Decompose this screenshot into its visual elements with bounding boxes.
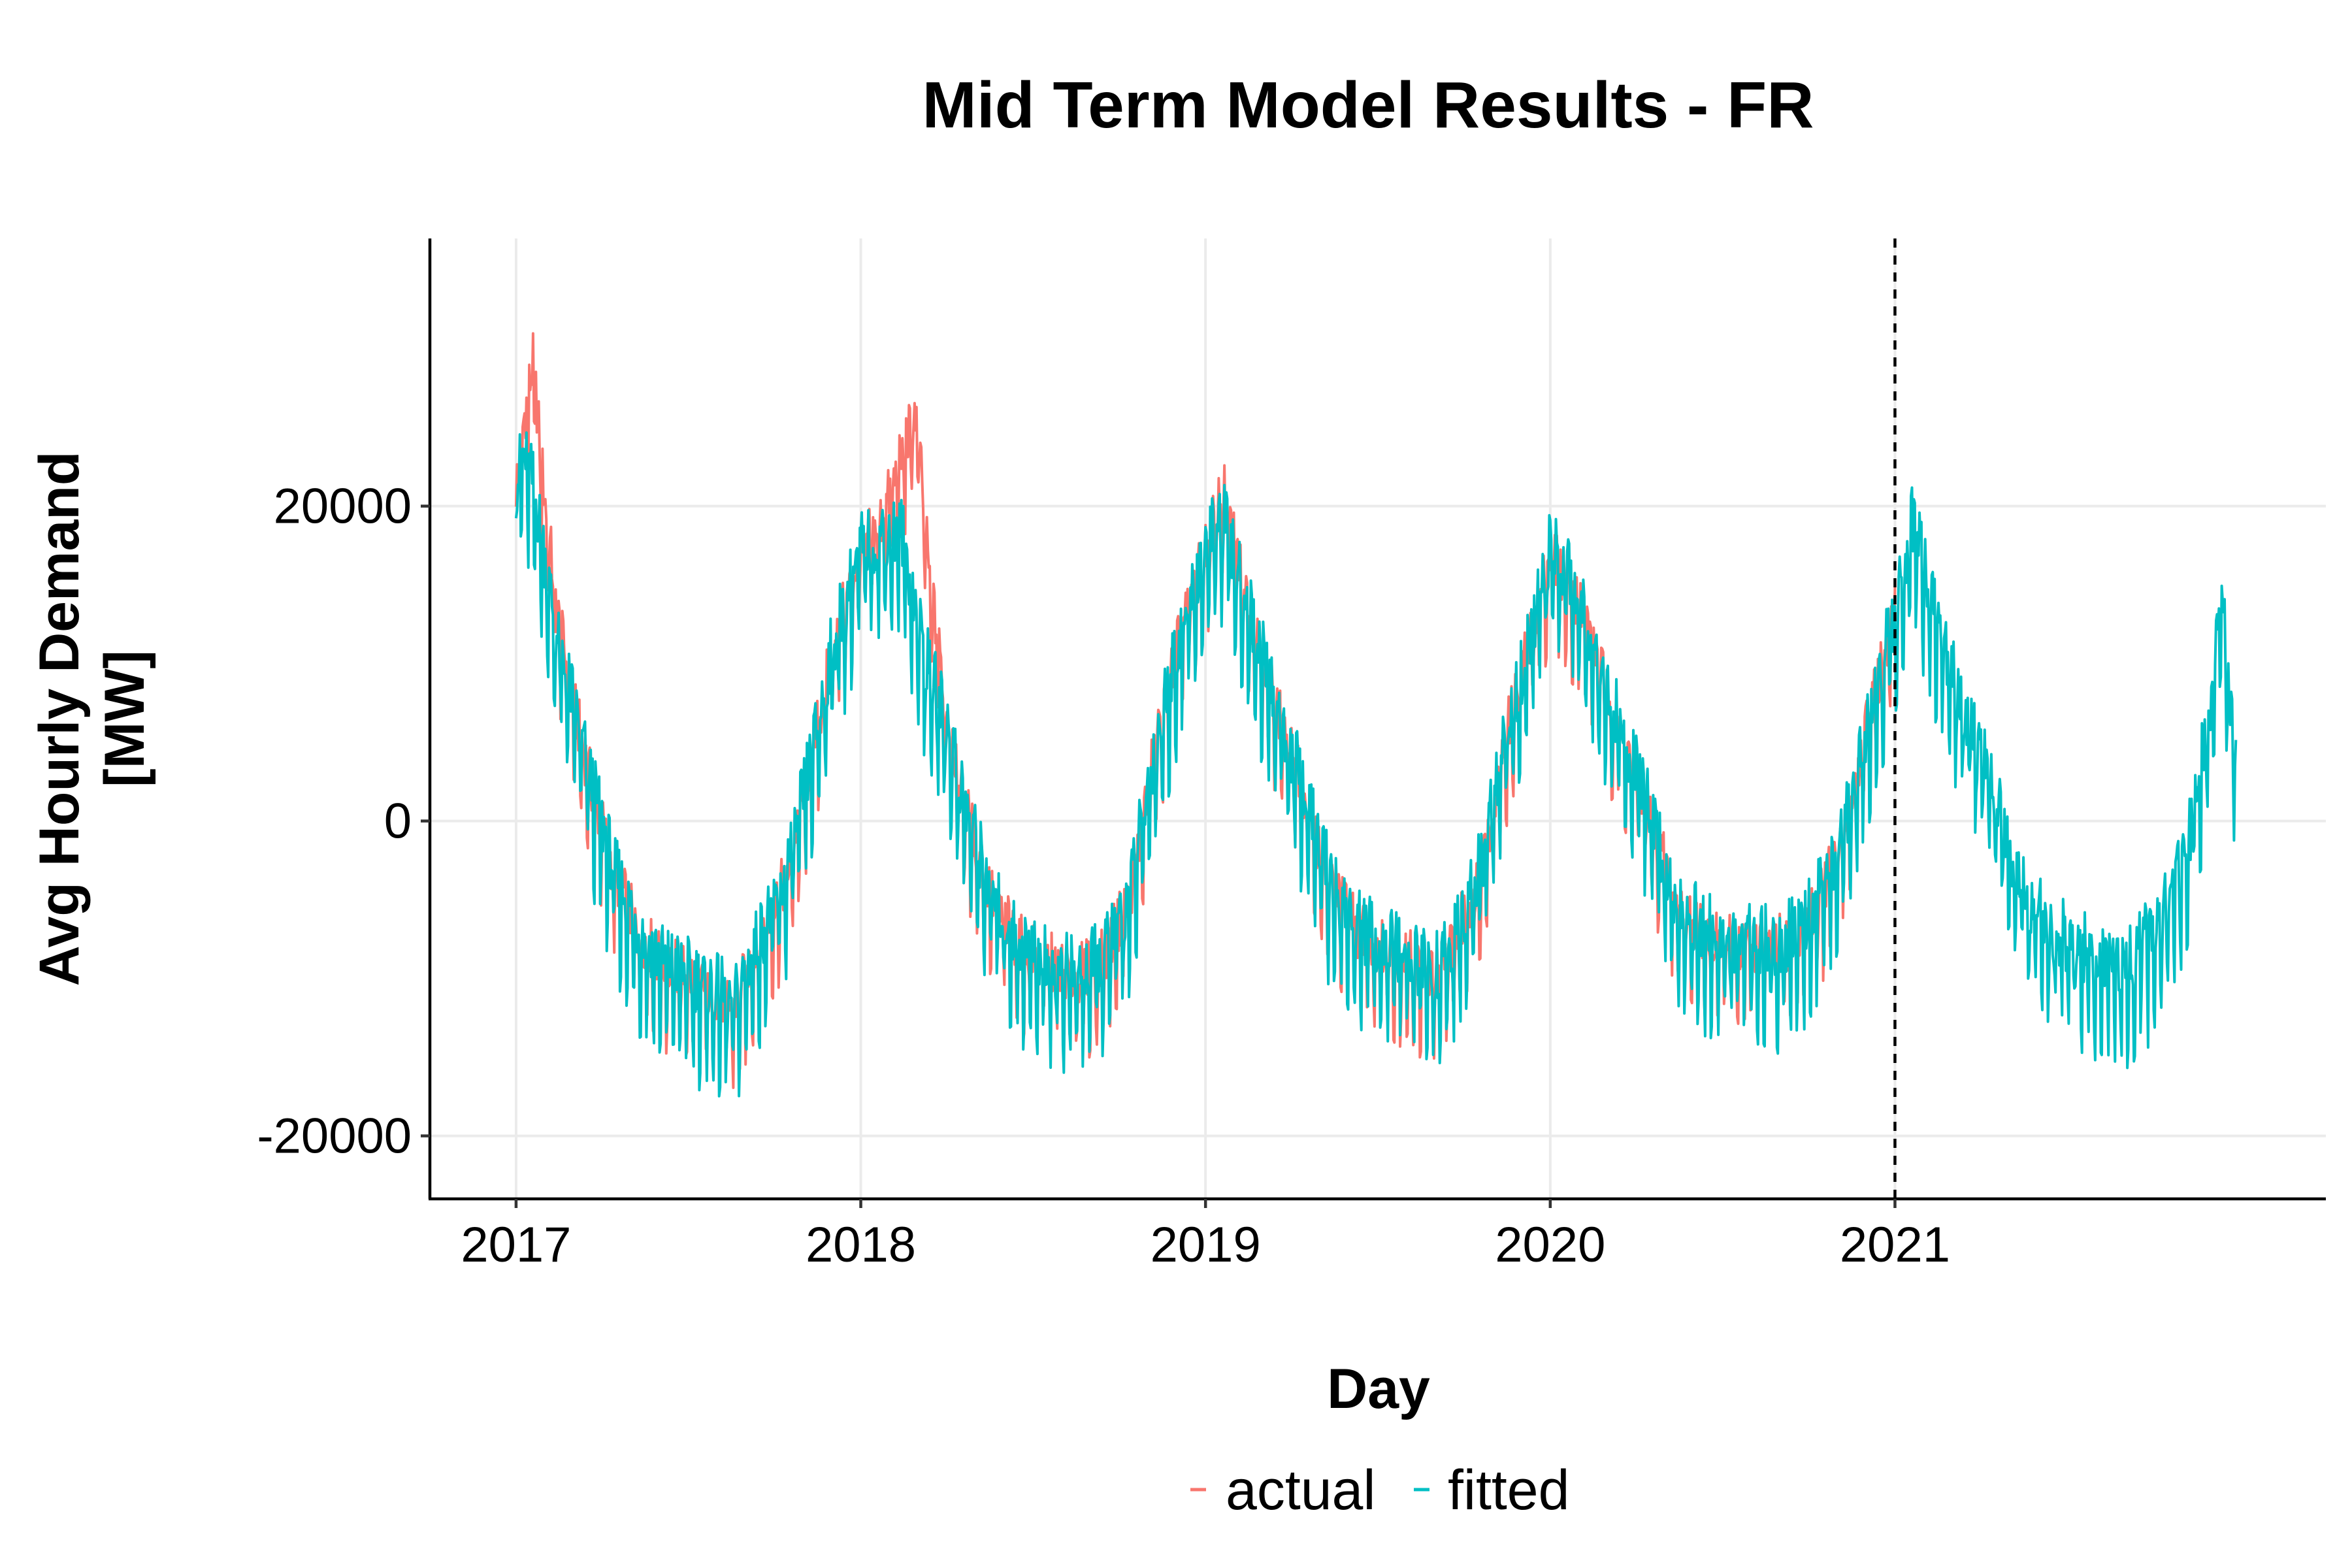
y-tick-label: 20000 [274,479,412,534]
x-axis-ticks: 2017 2018 2019 2020 2021 [461,1199,1950,1273]
y-axis-title-line1: Avg Hourly Demand [28,451,91,987]
x-tick-label: 2017 [461,1217,571,1273]
grid-lines [430,238,2326,1199]
y-axis-ticks: 20000 0 -20000 [257,479,430,1164]
x-tick-label: 2020 [1495,1217,1605,1273]
legend: actual fitted [1190,1459,1569,1522]
x-axis-title: Day [1327,1358,1430,1420]
legend-label-actual: actual [1226,1459,1376,1522]
y-axis-title: Avg Hourly Demand [MW] [28,451,156,987]
x-tick-label: 2018 [806,1217,916,1273]
legend-label-fitted: fitted [1448,1459,1569,1522]
x-tick-label: 2021 [1840,1217,1950,1273]
y-axis-title-line2: [MW] [93,650,156,787]
series-line-fitted [514,431,2238,1098]
plot-series [514,332,2238,1098]
x-tick-label: 2019 [1151,1217,1261,1273]
y-tick-label: -20000 [257,1109,412,1164]
chart-title: Mid Term Model Results - FR [923,69,1814,142]
y-tick-label: 0 [384,794,412,849]
